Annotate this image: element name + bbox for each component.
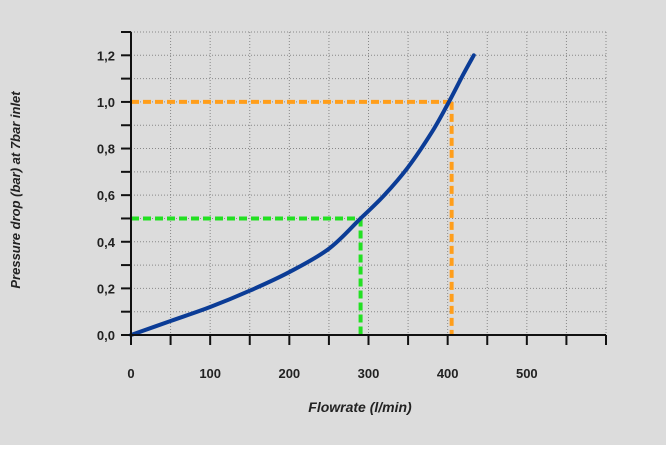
x-tick-label: 200	[278, 366, 300, 381]
y-tick-label: 0,2	[97, 281, 115, 296]
y-tick-label: 1,0	[97, 95, 115, 110]
x-tick-label: 400	[437, 366, 459, 381]
tick-labels: 0,0 0,2 0,4 0,6 0,8 1,0 1,2 0 100 200 300 400 500	[97, 48, 538, 381]
axes	[121, 31, 607, 345]
series-line-1	[129, 53, 476, 337]
y-tick-label: 0,8	[97, 142, 115, 157]
y-tick-label: 1,2	[97, 48, 115, 63]
x-tick-label: 300	[358, 366, 380, 381]
reference-guides	[131, 99, 454, 335]
y-tick-label: 0,0	[97, 328, 115, 343]
y-tick-label: 0,4	[97, 235, 116, 250]
y-axis-label: Pressure drop (bar) at 7bar inlet	[8, 91, 23, 289]
x-tick-label: 100	[199, 366, 221, 381]
series-layer	[129, 53, 476, 337]
x-axis-label: Flowrate (l/min)	[308, 399, 412, 415]
x-tick-label: 0	[127, 366, 134, 381]
y-tick-label: 0,6	[97, 188, 115, 203]
x-tick-label: 500	[516, 366, 538, 381]
grid-lines	[131, 31, 607, 335]
